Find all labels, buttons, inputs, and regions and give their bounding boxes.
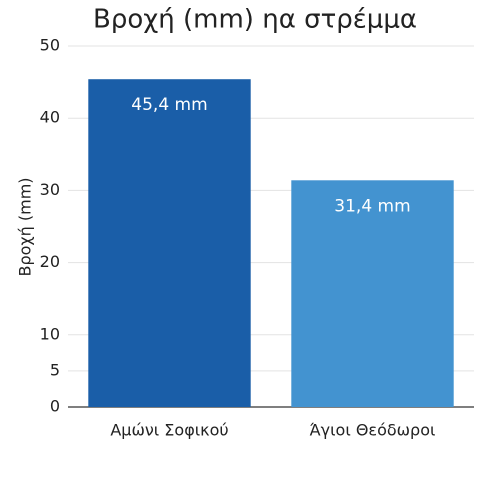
value-label: 45,4 mm bbox=[131, 95, 207, 115]
y-tick-label: 0 bbox=[50, 397, 60, 416]
value-label: 31,4 mm bbox=[334, 196, 410, 216]
x-tick-label: Άγιοι Θεόδωροι bbox=[310, 421, 436, 440]
y-tick-label: 50 bbox=[40, 36, 60, 55]
y-tick-label: 20 bbox=[40, 252, 60, 271]
x-tick-label: Αμώνι Σοφικού bbox=[110, 421, 228, 440]
bar bbox=[88, 79, 251, 407]
y-tick-label: 30 bbox=[40, 180, 60, 199]
chart-title: Βροχή (mm) ηα στρέμμα bbox=[93, 5, 417, 35]
y-tick-label: 10 bbox=[40, 324, 60, 343]
y-axis-label: Βροχή (mm) bbox=[16, 177, 35, 276]
bar bbox=[291, 180, 454, 407]
y-tick-label: 5 bbox=[50, 360, 60, 379]
y-tick-label: 40 bbox=[40, 108, 60, 127]
